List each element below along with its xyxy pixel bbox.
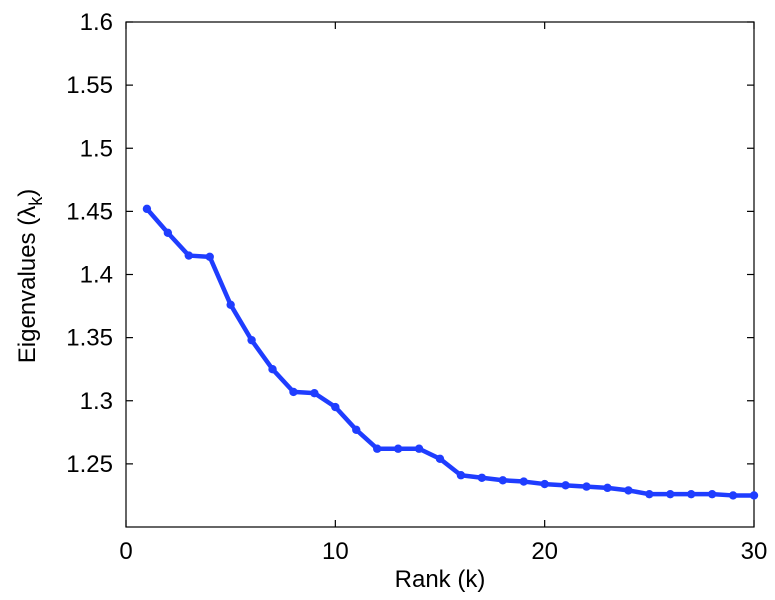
data-point	[603, 483, 612, 493]
y-tick-label: 1.5	[80, 135, 113, 162]
data-point	[435, 454, 445, 464]
data-point	[498, 476, 507, 485]
data-point	[728, 491, 738, 500]
y-axis-label-symbol: λ	[14, 206, 41, 218]
y-tick-label: 1.55	[66, 72, 113, 99]
y-axis-label: Eigenvalues (λk)	[14, 189, 46, 363]
data-point	[163, 228, 173, 238]
data-point	[226, 300, 235, 309]
y-tick-label: 1.45	[66, 198, 113, 225]
data-series	[142, 204, 759, 500]
y-tick-label: 1.6	[80, 9, 113, 36]
data-point	[582, 482, 591, 491]
x-tick-label: 20	[531, 538, 558, 565]
data-point	[519, 477, 528, 486]
data-point	[247, 335, 256, 345]
data-point	[624, 486, 633, 495]
x-tick-label: 0	[119, 538, 132, 565]
data-point	[142, 204, 152, 214]
y-tick-label: 1.35	[66, 325, 113, 352]
y-tick-label: 1.4	[80, 262, 113, 289]
y-axis-label-main: Eigenvalues (	[14, 218, 41, 363]
data-point	[310, 388, 319, 398]
data-point	[645, 489, 654, 499]
data-point	[205, 252, 214, 262]
data-point	[477, 473, 487, 482]
data-point	[749, 491, 759, 500]
data-point	[707, 489, 717, 499]
y-tick-label: 1.25	[66, 451, 113, 478]
data-point	[687, 489, 696, 499]
data-point	[456, 471, 466, 480]
data-point	[331, 402, 340, 412]
y-axis-label-subscript: k	[26, 196, 46, 206]
data-point	[561, 481, 570, 490]
axis-ticks	[125, 21, 755, 527]
y-axis-label-close: )	[14, 189, 41, 197]
data-point	[540, 479, 549, 489]
data-point	[666, 489, 675, 499]
x-tick-label: 10	[322, 538, 349, 565]
data-point	[414, 444, 424, 453]
data-point	[393, 444, 403, 453]
plot-area	[125, 21, 755, 528]
axis-tick-labels: 0 10 20 30 1.25 1.3 1.35 1.4 1.45 1.5 1.55 1.6	[66, 9, 767, 565]
x-axis-label: Rank (k)	[395, 566, 486, 593]
data-point	[289, 387, 298, 397]
data-point	[352, 425, 361, 434]
data-point	[184, 251, 193, 260]
data-point	[373, 444, 382, 453]
y-tick-label: 1.3	[80, 388, 113, 415]
x-tick-label: 30	[741, 538, 768, 565]
data-point	[268, 364, 277, 374]
